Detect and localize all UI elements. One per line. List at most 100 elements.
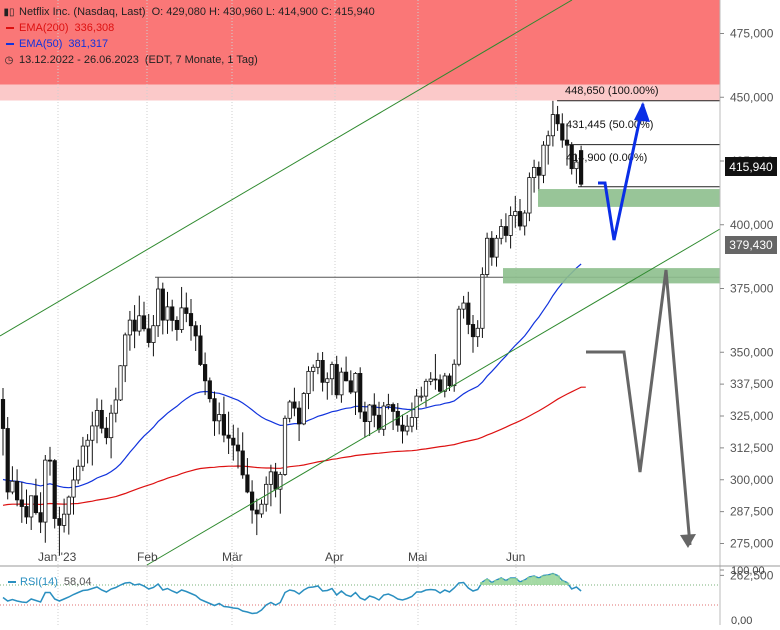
candle — [315, 352, 321, 375]
candle-body — [508, 215, 513, 236]
candle-body — [386, 404, 391, 407]
ohlc-values: O: 429,080 H: 430,960 L: 414,900 C: 415,… — [151, 6, 375, 18]
candle — [226, 411, 231, 454]
candle-body — [29, 495, 34, 518]
candle-body — [123, 334, 128, 367]
candle-body — [268, 471, 274, 485]
candle-body — [113, 399, 118, 414]
x-tick-label: Jan '23 — [38, 550, 77, 564]
candle-body — [10, 480, 15, 493]
candle-body — [311, 366, 316, 372]
candle — [123, 332, 128, 383]
rsi-overbought-fill — [484, 579, 490, 585]
candle — [137, 295, 142, 336]
instrument-name: Netflix Inc. (Nasdaq, Last) — [19, 6, 146, 18]
rsi-overbought-fill — [564, 582, 570, 585]
candle-body — [513, 211, 518, 216]
candle — [33, 478, 39, 515]
candle-body — [306, 370, 311, 394]
candle-body — [184, 307, 189, 314]
candle-body — [405, 425, 410, 432]
candle-body — [574, 161, 579, 170]
period-range: 13.12.2022 - 26.06.2023 — [19, 54, 139, 66]
candle — [170, 299, 175, 332]
candle-body — [118, 365, 123, 401]
overlay-layer: 448,650 (100.00%) 431,445 (50.00%) 414,9… — [0, 0, 721, 566]
rsi-overbought-fill — [503, 580, 509, 585]
candle — [141, 301, 147, 332]
candle — [484, 232, 490, 278]
candle-body — [202, 364, 208, 382]
candle-body — [38, 512, 43, 523]
candle-body — [550, 114, 556, 137]
y-tick-label: 475,000 — [730, 27, 774, 41]
candle — [268, 464, 274, 507]
rsi-overbought-fill — [494, 580, 499, 585]
candle-body — [527, 177, 532, 214]
candle-body — [499, 226, 504, 239]
ema50-label: EMA(50) — [19, 38, 63, 50]
candlestick-icon: ▮▯ — [3, 6, 15, 18]
candle — [423, 378, 429, 407]
candle-body — [66, 496, 71, 515]
channel-upper-line — [0, 0, 573, 337]
candle — [306, 366, 311, 410]
candle — [278, 471, 283, 514]
rsi-label: RSI(14) — [20, 576, 58, 588]
candle — [400, 414, 405, 444]
candle — [301, 392, 306, 426]
candle-body — [80, 445, 85, 467]
candle — [381, 401, 386, 436]
candle — [532, 159, 537, 193]
candle-body — [489, 237, 494, 258]
candle-body — [47, 459, 53, 462]
candle — [555, 105, 560, 131]
candle — [499, 219, 504, 245]
clock-icon: ◷ — [4, 54, 14, 66]
candle — [348, 370, 353, 395]
candle-body — [461, 302, 466, 310]
candle-body — [245, 474, 250, 493]
candle — [527, 172, 532, 222]
candle — [118, 365, 123, 401]
candle-body — [503, 226, 509, 236]
candle-body — [249, 491, 255, 511]
rsi-overbought-fill — [559, 580, 565, 585]
y-tick-label: 287,500 — [730, 505, 774, 519]
fib-high-label: 448,650 (100.00%) — [565, 85, 659, 97]
candle — [456, 305, 462, 367]
candle — [80, 436, 85, 472]
candle-body — [141, 315, 147, 330]
candle-body — [99, 409, 104, 429]
candle-body — [259, 503, 264, 515]
candle-body — [287, 401, 292, 419]
chart-legend: ▮▯ Netflix Inc. (Nasdaq, Last) O: 429,08… — [3, 4, 375, 68]
last-price-tag-bg — [725, 157, 777, 176]
candle-body — [57, 518, 62, 526]
candle-body — [52, 460, 57, 519]
price-tags-layer: 415,940 379,430 — [725, 157, 777, 254]
candle — [217, 402, 222, 435]
candle — [428, 372, 433, 386]
forecast-blue-path — [598, 103, 645, 241]
candle — [132, 305, 137, 349]
candle — [466, 291, 471, 335]
candle — [155, 277, 161, 337]
candle-body — [320, 360, 325, 383]
candle-body — [301, 393, 306, 425]
candle — [517, 198, 523, 231]
candle — [221, 396, 226, 443]
candle-body — [409, 417, 415, 427]
candle-body — [532, 166, 537, 178]
candle — [47, 446, 53, 476]
y-tick-label: 400,000 — [730, 218, 774, 232]
candle-body — [400, 424, 405, 432]
resistance-zone-fade — [0, 84, 720, 101]
candle-body — [146, 328, 151, 343]
y-tick-label: 325,000 — [730, 409, 774, 423]
support-price-tag: 379,430 — [729, 238, 773, 252]
candle — [325, 372, 330, 400]
candle-body — [536, 166, 541, 176]
candle-body — [0, 399, 6, 429]
candle-body — [170, 306, 175, 321]
